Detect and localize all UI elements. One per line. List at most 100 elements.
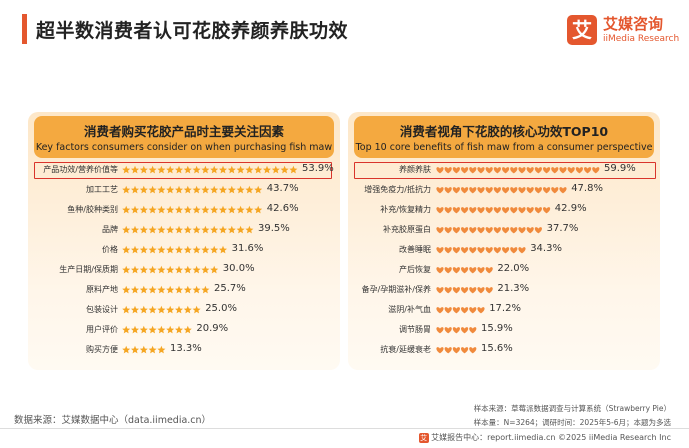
- star-icon: [122, 325, 131, 334]
- heart-icon: [444, 207, 452, 214]
- heart-icon: [559, 187, 567, 194]
- star-bar: [122, 225, 254, 234]
- value-label: 17.2%: [489, 303, 521, 314]
- star-icon: [166, 165, 175, 174]
- heart-icon: [518, 207, 526, 214]
- value-label: 42.6%: [266, 203, 299, 214]
- heart-icon: [534, 167, 542, 174]
- heart-icon: [452, 267, 460, 274]
- star-icon: [236, 205, 245, 214]
- star-bar: [122, 305, 201, 314]
- sample-size-note: 样本量：N=3264；调研时间：2025年5-6月；本题为多选: [473, 418, 671, 427]
- heart-icon: [477, 247, 485, 254]
- heart-icon: [461, 187, 469, 194]
- star-icon: [227, 165, 236, 174]
- category-label: 购买方便: [86, 345, 118, 354]
- star-icon: [183, 265, 192, 274]
- chart-header: 消费者购买花胶产品时主要关注因素 Key factors consumers c…: [34, 116, 334, 158]
- heart-icon: [469, 287, 477, 294]
- heart-icon: [551, 187, 559, 194]
- star-bar: [122, 325, 192, 334]
- heart-icon: [469, 347, 477, 354]
- star-icon: [166, 285, 175, 294]
- heart-icon: [469, 207, 477, 214]
- heart-icon: [452, 327, 460, 334]
- star-icon: [210, 185, 219, 194]
- heart-icon: [461, 347, 469, 354]
- heart-bar: [436, 307, 485, 314]
- heart-icon: [518, 247, 526, 254]
- heart-bar: [436, 327, 477, 334]
- chart-header: 消费者视角下花胶的核心功效TOP10 Top 10 core benefits …: [354, 116, 654, 158]
- report-center-text: 艾媒报告中心：report.iimedia.cn ©2025 iiMedia R…: [431, 433, 671, 442]
- heart-icon: [469, 267, 477, 274]
- star-icon: [219, 225, 227, 234]
- star-icon: [192, 185, 201, 194]
- heart-icon: [452, 247, 460, 254]
- star-icon: [139, 285, 148, 294]
- star-icon: [157, 305, 166, 314]
- star-icon: [219, 245, 227, 254]
- pictogram-bars: [436, 167, 600, 354]
- category-label: 补充胶原蛋白: [383, 225, 431, 234]
- star-icon: [254, 165, 263, 174]
- star-bar: [122, 265, 219, 274]
- star-icon: [236, 225, 245, 234]
- heart-icon: [461, 327, 469, 334]
- heart-icon: [493, 187, 501, 194]
- star-icon: [148, 165, 157, 174]
- star-icon: [148, 245, 157, 254]
- heart-icon: [518, 167, 526, 174]
- heart-bar: [436, 227, 542, 234]
- heart-icon: [493, 167, 501, 174]
- star-icon: [122, 305, 131, 314]
- star-icon: [166, 205, 175, 214]
- value-label: 15.9%: [481, 323, 513, 334]
- heart-icon: [584, 167, 592, 174]
- star-bar: [122, 185, 263, 194]
- star-bar: [122, 245, 227, 254]
- heart-icon: [452, 287, 460, 294]
- heart-icon: [485, 207, 493, 214]
- star-icon: [122, 225, 131, 234]
- star-icon: [139, 265, 148, 274]
- logo-text-en: iiMedia Research: [603, 34, 680, 44]
- star-icon: [175, 285, 183, 294]
- star-icon: [227, 205, 236, 214]
- heart-icon: [518, 187, 526, 194]
- heart-icon: [469, 187, 477, 194]
- heart-icon: [526, 187, 534, 194]
- category-label: 包装设计: [86, 305, 118, 314]
- category-label: 产后恢复: [399, 265, 431, 274]
- heart-icon: [493, 247, 501, 254]
- star-icon: [131, 165, 139, 174]
- star-icon: [157, 285, 166, 294]
- heart-icon: [534, 207, 542, 214]
- title-accent-bar: [22, 14, 27, 44]
- star-icon: [122, 205, 131, 214]
- heart-icon: [502, 207, 510, 214]
- star-icon: [157, 185, 166, 194]
- heart-icon: [452, 347, 460, 354]
- star-icon: [192, 305, 201, 314]
- heart-bar: [436, 187, 567, 194]
- star-icon: [139, 225, 148, 234]
- star-icon: [263, 165, 271, 174]
- category-label: 价格: [102, 245, 118, 254]
- heart-icon: [436, 207, 444, 214]
- heart-icon: [461, 207, 469, 214]
- star-icon: [122, 285, 131, 294]
- heart-icon: [436, 327, 444, 334]
- pictogram-bars: [122, 165, 298, 354]
- value-label: 13.3%: [170, 343, 202, 354]
- category-label: 调节肠胃: [399, 325, 431, 334]
- heart-icon: [469, 307, 477, 314]
- heart-icon: [493, 227, 501, 234]
- star-icon: [236, 165, 245, 174]
- star-icon: [183, 245, 192, 254]
- star-icon: [280, 165, 289, 174]
- heart-bar: [436, 267, 493, 274]
- heart-icon: [436, 267, 444, 274]
- category-label: 产品功效/营养价值等: [43, 165, 118, 174]
- category-label: 备孕/孕期滋补/保养: [361, 285, 431, 294]
